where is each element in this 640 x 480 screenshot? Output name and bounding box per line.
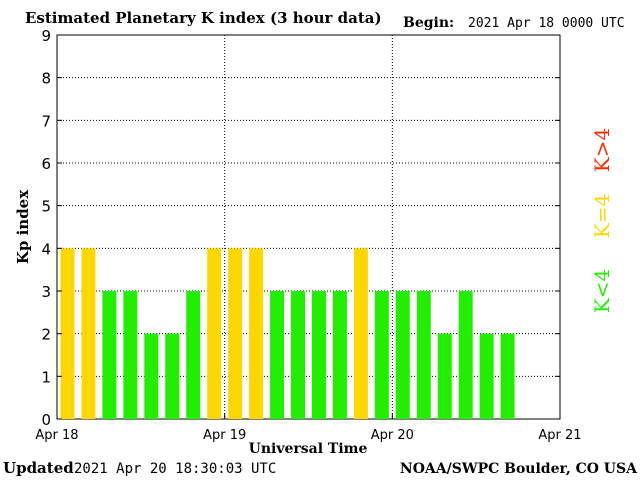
updated-value: 2021 Apr 20 18:30:03 UTC bbox=[74, 461, 276, 477]
plot-frame bbox=[56, 34, 561, 420]
y-tick-label: 9 bbox=[41, 27, 51, 45]
kp-bar bbox=[207, 248, 222, 419]
kp-bar bbox=[165, 333, 180, 419]
kp-bar bbox=[416, 291, 431, 419]
kp-bar bbox=[395, 291, 410, 419]
kp-bar bbox=[437, 333, 452, 419]
grid-lines bbox=[57, 35, 560, 419]
x-axis-title: Universal Time bbox=[249, 441, 368, 457]
kp-bar bbox=[270, 291, 285, 419]
kp-bar bbox=[291, 291, 305, 419]
kp-bar bbox=[228, 248, 243, 419]
kp-bar bbox=[500, 333, 515, 419]
credit-text: NOAA/SWPC Boulder, CO USA bbox=[400, 461, 638, 477]
y-axis-title: Kp index bbox=[14, 189, 32, 264]
kp-bar bbox=[81, 248, 96, 419]
kp-bar bbox=[249, 248, 264, 419]
y-tick-label: 1 bbox=[41, 368, 51, 386]
kp-bar bbox=[332, 291, 347, 419]
y-tick-label: 6 bbox=[41, 155, 51, 173]
legend-k-lt-4: K<4 bbox=[590, 269, 614, 313]
bars-group bbox=[60, 248, 515, 419]
kp-bar bbox=[458, 291, 473, 419]
begin-label: Begin: bbox=[403, 15, 454, 31]
y-tick-label: 8 bbox=[41, 70, 51, 88]
y-tick-label: 5 bbox=[41, 198, 51, 216]
begin-value: 2021 Apr 18 0000 UTC bbox=[468, 16, 625, 31]
y-tick-labels: 0 1 2 3 4 5 6 7 8 9 bbox=[41, 27, 560, 429]
kp-bar bbox=[479, 333, 494, 419]
x-tick-label: Apr 20 bbox=[371, 428, 414, 443]
y-tick-label: 0 bbox=[41, 411, 51, 429]
kp-bar bbox=[123, 291, 138, 419]
kp-bar bbox=[60, 248, 75, 419]
x-tick-label: Apr 18 bbox=[35, 428, 78, 443]
x-tick-labels: Apr 18 Apr 19 Apr 20 Apr 21 bbox=[35, 413, 582, 443]
x-tick-label: Apr 19 bbox=[203, 428, 246, 443]
y-tick-label: 7 bbox=[41, 112, 51, 130]
kp-bar bbox=[102, 291, 117, 419]
kp-bar bbox=[312, 291, 326, 419]
kp-bar bbox=[186, 291, 201, 419]
legend-k-gt-4: K>4 bbox=[590, 128, 614, 172]
kp-bar bbox=[374, 291, 389, 419]
updated-label: Updated bbox=[3, 459, 74, 477]
y-tick-label: 2 bbox=[41, 326, 51, 344]
kp-bar bbox=[353, 248, 368, 419]
x-tick-label: Apr 21 bbox=[538, 428, 581, 443]
y-tick-label: 4 bbox=[41, 240, 51, 258]
kp-bar bbox=[144, 333, 159, 419]
chart-title: Estimated Planetary K index (3 hour data… bbox=[25, 9, 382, 27]
y-tick-label: 3 bbox=[41, 283, 51, 301]
legend-k-eq-4: K=4 bbox=[590, 194, 614, 238]
